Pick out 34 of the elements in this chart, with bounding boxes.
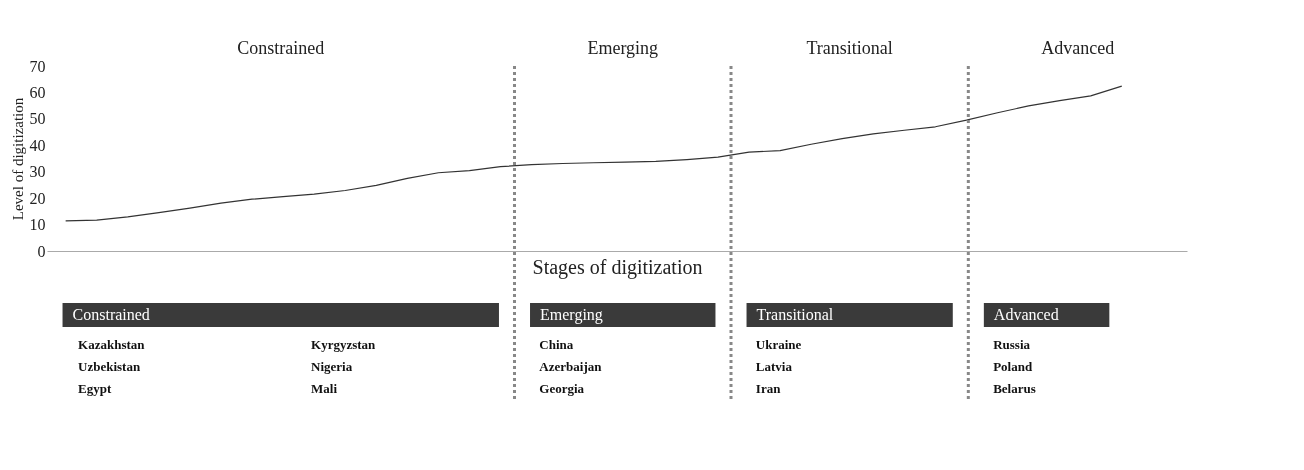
text: Advanced bbox=[1041, 38, 1115, 58]
text: Azerbaijan bbox=[539, 359, 603, 374]
text: Uzbekistan bbox=[78, 359, 141, 374]
text: Advanced bbox=[993, 306, 1059, 323]
y-tick-label: 50 bbox=[29, 110, 46, 128]
line-series bbox=[65, 85, 1123, 222]
y-tick-label: 70 bbox=[29, 57, 46, 75]
y-tick-label: 40 bbox=[29, 136, 46, 154]
y-tick-label: 30 bbox=[29, 163, 46, 181]
x-axis-title: Stages of digitization bbox=[532, 255, 703, 279]
text: China bbox=[539, 337, 574, 352]
text: Belarus bbox=[993, 381, 1036, 396]
text: Transitional bbox=[806, 38, 893, 58]
text: Egypt bbox=[78, 381, 112, 396]
y-axis-title: Level of digitization bbox=[9, 97, 26, 221]
text: Kyrgyzstan bbox=[311, 337, 377, 352]
y-tick-label: 10 bbox=[29, 216, 46, 234]
text: Emerging bbox=[587, 38, 659, 58]
text: Georgia bbox=[539, 381, 585, 396]
y-tick-label: 0 bbox=[37, 242, 46, 260]
text: Nigeria bbox=[311, 359, 353, 374]
text: Emerging bbox=[540, 306, 603, 324]
text: Mali bbox=[311, 381, 338, 396]
text: Transitional bbox=[756, 306, 834, 323]
text: Iran bbox=[755, 381, 782, 396]
text: Latvia bbox=[755, 359, 793, 374]
text: Russia bbox=[993, 337, 1031, 352]
text: Constrained bbox=[237, 38, 325, 58]
y-tick-label: 60 bbox=[29, 83, 46, 101]
y-tick-label: 20 bbox=[29, 189, 46, 207]
text: Kazakhstan bbox=[78, 337, 146, 352]
text: Ukraine bbox=[755, 337, 802, 352]
text: Constrained bbox=[72, 306, 150, 323]
text: Poland bbox=[993, 359, 1033, 374]
